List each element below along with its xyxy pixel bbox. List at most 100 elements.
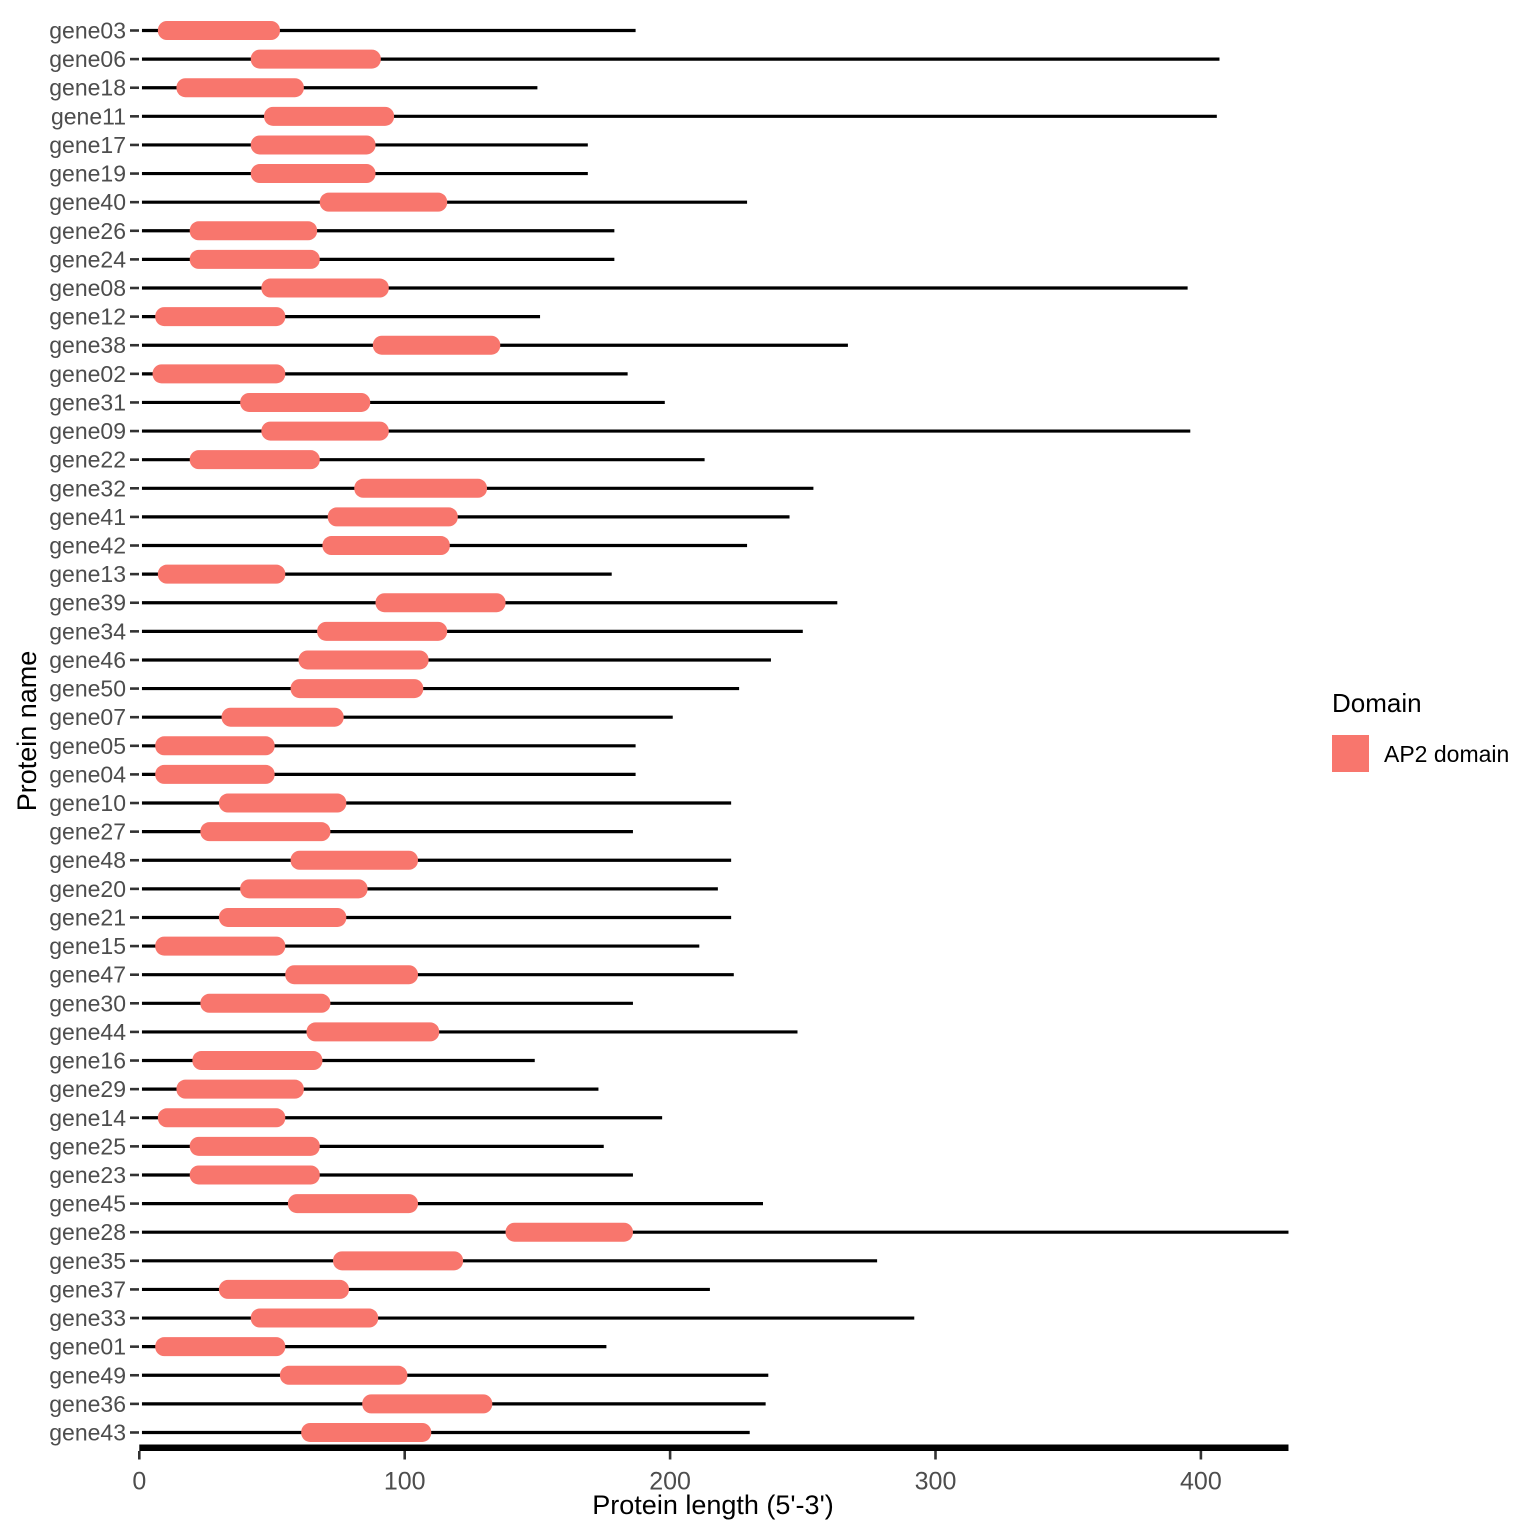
x-axis-title: Protein length (5'-3') — [592, 1490, 833, 1520]
y-axis-label: gene31 — [49, 389, 126, 415]
domain-bar — [285, 965, 418, 985]
y-axis-label: gene49 — [49, 1362, 126, 1388]
x-axis-tick-label: 200 — [649, 1468, 691, 1496]
y-axis-label: gene29 — [49, 1076, 126, 1102]
domain-bar — [240, 879, 368, 899]
y-axis-label: gene12 — [49, 304, 126, 330]
y-axis-label: gene40 — [49, 189, 126, 215]
domain-bar — [322, 536, 450, 556]
y-axis-label: gene34 — [49, 618, 126, 644]
domain-bar — [200, 993, 331, 1013]
domain-bar — [306, 1022, 440, 1042]
domain-bar — [333, 1251, 464, 1271]
domain-bar — [240, 392, 371, 412]
y-axis-label: gene26 — [49, 218, 126, 244]
y-axis-label: gene23 — [49, 1162, 126, 1188]
y-axis-title: Protein name — [12, 651, 42, 812]
y-axis-label: gene21 — [49, 904, 126, 930]
x-axis-tick-label: 100 — [384, 1468, 426, 1496]
domain-bar — [155, 736, 275, 756]
domain-bar — [155, 764, 275, 784]
y-axis-label: gene14 — [49, 1105, 126, 1131]
y-axis-label: gene42 — [49, 533, 126, 559]
y-axis-label: gene20 — [49, 876, 126, 902]
domain-bar — [218, 1279, 349, 1299]
domain-bar — [155, 1337, 286, 1357]
y-axis-label: gene05 — [49, 733, 126, 759]
domain-bar — [319, 192, 448, 212]
y-axis-label: gene37 — [49, 1276, 126, 1302]
domain-bar — [290, 679, 424, 699]
domain-bar — [301, 1422, 432, 1442]
domain-bar — [192, 1051, 323, 1071]
y-axis-label: gene22 — [49, 447, 126, 473]
domain-bar — [354, 478, 487, 498]
x-axis-tick-label: 0 — [132, 1468, 146, 1496]
domain-bar — [250, 49, 381, 69]
y-axis-label: gene45 — [49, 1191, 126, 1217]
y-axis-label: gene27 — [49, 819, 126, 845]
domain-bar — [261, 421, 389, 441]
x-axis-line — [139, 1444, 1289, 1451]
y-axis-label: gene43 — [49, 1419, 126, 1445]
domain-bar — [189, 1165, 320, 1185]
y-axis-label: gene18 — [49, 75, 126, 101]
y-axis-label: gene06 — [49, 46, 126, 72]
domain-bar — [200, 822, 331, 842]
x-axis-tick-label: 400 — [1180, 1468, 1222, 1496]
y-axis-label: gene38 — [49, 332, 126, 358]
domain-bar — [189, 1136, 320, 1156]
domain-bar — [157, 564, 286, 584]
legend-title: Domain — [1332, 688, 1422, 718]
y-axis-label: gene28 — [49, 1219, 126, 1245]
y-axis-label: gene36 — [49, 1391, 126, 1417]
domain-bar — [317, 621, 448, 641]
domain-bar — [505, 1222, 633, 1242]
y-axis-label: gene09 — [49, 418, 126, 444]
y-axis-label: gene02 — [49, 361, 126, 387]
legend-entry-label: AP2 domain — [1384, 741, 1509, 767]
y-axis-label: gene15 — [49, 933, 126, 959]
legend-key-swatch — [1332, 735, 1369, 772]
y-axis-label: gene17 — [49, 132, 126, 158]
domain-bar — [327, 507, 458, 527]
y-axis-label: gene32 — [49, 475, 126, 501]
domain-bar — [287, 1194, 418, 1214]
y-axis-label: gene16 — [49, 1048, 126, 1074]
y-axis-label: gene24 — [49, 246, 126, 272]
domain-bar — [221, 707, 344, 727]
domain-bar — [261, 278, 389, 298]
domain-bar — [189, 249, 320, 269]
domain-bar — [375, 593, 506, 613]
y-axis-label: gene41 — [49, 504, 126, 530]
domain-bar — [155, 307, 286, 327]
y-axis-label: gene07 — [49, 704, 126, 730]
y-axis-label: gene35 — [49, 1248, 126, 1274]
y-axis-label: gene39 — [49, 590, 126, 616]
y-axis-label: gene30 — [49, 990, 126, 1016]
domain-bar — [157, 21, 280, 40]
domain-bar — [264, 106, 395, 126]
domain-bar — [250, 1308, 379, 1328]
y-axis-label: gene03 — [49, 18, 126, 44]
x-axis-tick-label: 300 — [915, 1468, 957, 1496]
y-axis-label: gene19 — [49, 161, 126, 187]
domain-bar — [218, 907, 347, 927]
domain-bar — [189, 221, 318, 241]
domain-bar — [189, 450, 320, 470]
domain-bar — [250, 164, 376, 184]
domain-bar — [155, 936, 286, 956]
domain-bar — [157, 1108, 286, 1128]
y-axis-label: gene50 — [49, 676, 126, 702]
domain-bar — [176, 1079, 304, 1099]
domain-bar — [362, 1394, 493, 1414]
y-axis-label: gene33 — [49, 1305, 126, 1331]
domain-bar — [279, 1365, 408, 1385]
domain-bar — [250, 135, 376, 155]
domain-bar — [298, 650, 429, 670]
y-axis-label: gene44 — [49, 1019, 126, 1045]
y-axis-label: gene11 — [51, 103, 126, 129]
domain-bar — [290, 850, 418, 870]
